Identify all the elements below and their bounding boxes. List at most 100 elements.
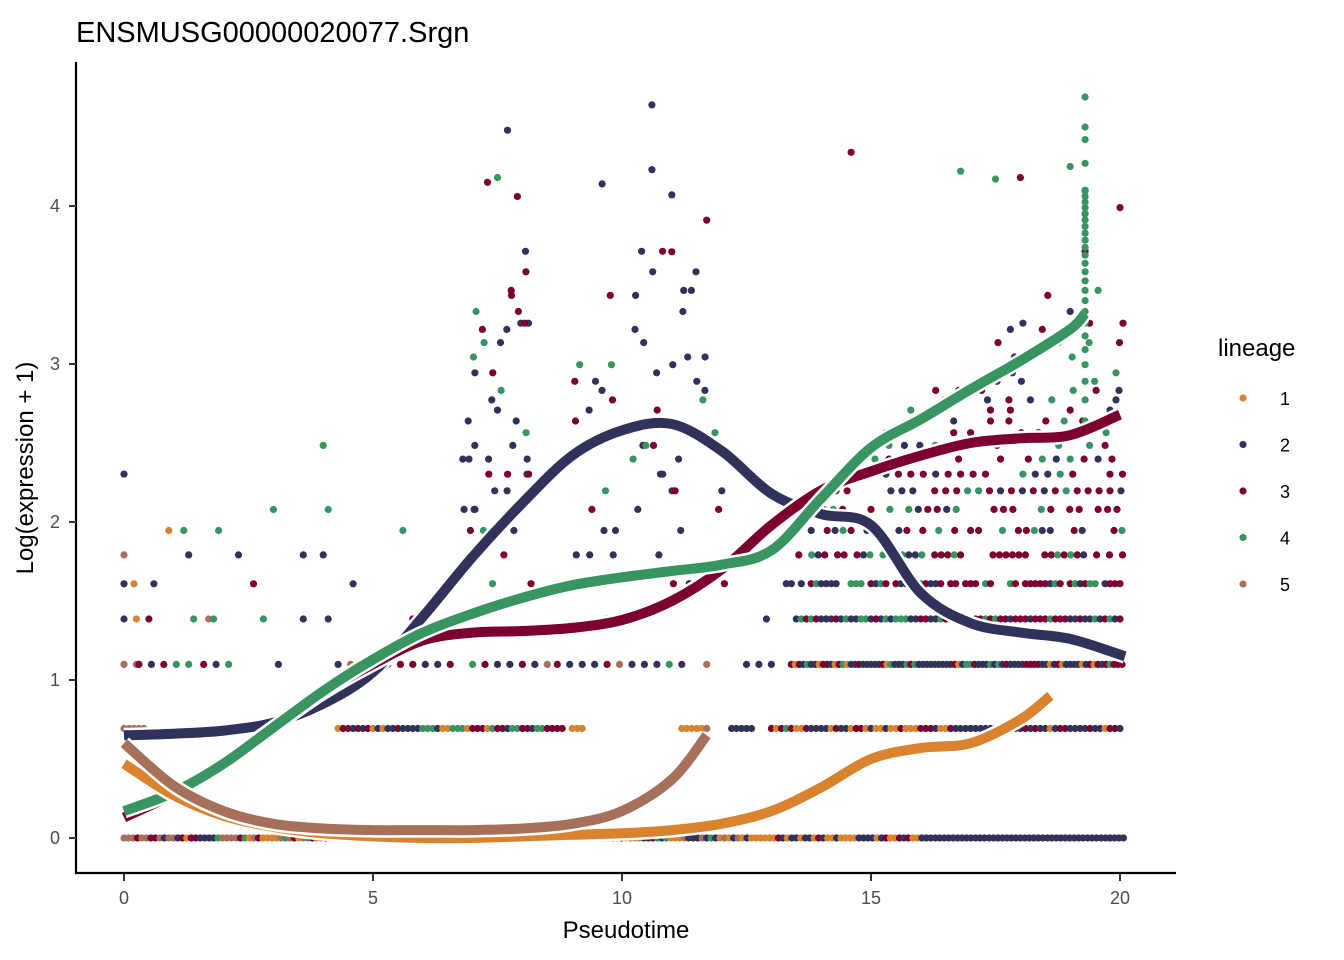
point-lineage-3 — [1031, 724, 1039, 733]
point-lineage-1 — [847, 724, 855, 733]
x-tick-label: 5 — [368, 888, 378, 908]
point-lineage-3 — [955, 455, 963, 463]
point-lineage-3 — [1044, 291, 1052, 299]
point-lineage-3 — [553, 660, 561, 669]
point-lineage-3 — [649, 441, 658, 449]
point-lineage-3 — [339, 724, 347, 733]
point-lineage-2 — [887, 487, 895, 495]
point-lineage-3 — [498, 724, 507, 733]
point-lineage-1 — [872, 724, 880, 733]
point-lineage-1 — [568, 724, 576, 733]
point-lineage-2 — [882, 724, 890, 733]
point-lineage-4 — [319, 441, 327, 449]
point-lineage-2 — [847, 615, 855, 623]
point-lineage-3 — [882, 580, 890, 588]
point-lineage-2 — [675, 455, 683, 463]
point-lineage-4 — [918, 551, 926, 559]
point-lineage-3 — [548, 724, 556, 733]
point-lineage-2 — [972, 724, 980, 733]
point-lineage-2 — [967, 724, 975, 733]
point-lineage-4 — [998, 526, 1007, 535]
chart-title: ENSMUSG00000020077.Srgn — [76, 17, 469, 49]
point-lineage-3 — [931, 551, 939, 559]
point-lineage-2 — [895, 526, 903, 535]
legend-key-3 — [1239, 487, 1247, 495]
point-lineage-2 — [471, 441, 479, 449]
point-lineage-3 — [135, 660, 143, 669]
point-lineage-2 — [1044, 470, 1052, 478]
point-lineage-1 — [483, 724, 492, 733]
point-lineage-1 — [578, 724, 586, 733]
point-lineage-3 — [396, 660, 404, 669]
legend-key-5 — [1239, 580, 1247, 588]
point-lineage-4 — [1066, 162, 1074, 171]
point-lineage-3 — [409, 660, 417, 669]
point-lineage-3 — [1011, 580, 1020, 588]
point-lineage-3 — [500, 551, 508, 559]
point-lineage-4 — [1081, 243, 1089, 251]
point-lineage-4 — [935, 526, 943, 535]
point-lineage-3 — [1056, 615, 1064, 623]
point-lineage-2 — [521, 247, 530, 255]
point-lineage-2 — [693, 377, 701, 385]
point-lineage-1 — [369, 724, 377, 733]
point-lineage-1 — [688, 724, 696, 733]
point-lineage-4 — [1037, 505, 1045, 513]
point-lineage-3 — [1061, 615, 1069, 623]
point-lineage-4 — [522, 429, 530, 437]
point-lineage-2 — [817, 724, 825, 733]
point-lineage-2 — [755, 660, 763, 669]
point-lineage-3 — [1047, 505, 1055, 513]
point-lineage-3 — [999, 505, 1008, 513]
point-lineage-2 — [1080, 551, 1088, 559]
point-lineage-3 — [932, 386, 940, 394]
point-lineage-3 — [466, 526, 474, 535]
point-lineage-1 — [942, 724, 950, 733]
point-lineage-2 — [649, 268, 657, 276]
point-lineage-3 — [469, 724, 477, 733]
point-lineage-5 — [615, 660, 624, 669]
point-lineage-3 — [1073, 551, 1081, 559]
point-lineage-3 — [990, 505, 998, 513]
legend-key-4 — [1239, 533, 1247, 542]
point-lineage-4 — [1081, 123, 1089, 131]
point-lineage-4 — [459, 724, 467, 733]
point-lineage-4 — [808, 551, 816, 559]
point-lineage-3 — [1106, 487, 1114, 495]
point-lineage-2 — [578, 660, 586, 669]
point-lineage-3 — [364, 724, 372, 733]
point-lineage-3 — [972, 580, 980, 588]
point-lineage-2 — [792, 615, 800, 623]
point-lineage-3 — [937, 551, 945, 559]
point-lineage-2 — [632, 291, 640, 299]
point-lineage-2 — [653, 660, 661, 669]
point-lineage-3 — [1008, 551, 1017, 559]
point-lineage-4 — [1091, 580, 1099, 588]
legend-title: lineage — [1218, 335, 1295, 362]
point-lineage-2 — [585, 406, 593, 414]
point-lineage-2 — [812, 724, 820, 733]
point-lineage-2 — [147, 660, 155, 669]
point-lineage-4 — [1081, 216, 1089, 224]
point-lineage-2 — [638, 247, 646, 255]
point-lineage-4 — [847, 580, 855, 588]
point-lineage-3 — [1031, 580, 1039, 588]
point-lineage-4 — [1067, 551, 1075, 559]
point-lineage-3 — [715, 505, 723, 513]
point-lineage-3 — [394, 724, 402, 733]
point-lineage-5 — [543, 660, 551, 669]
point-lineage-2 — [566, 660, 574, 669]
point-lineage-3 — [1060, 551, 1068, 559]
point-lineage-3 — [1005, 417, 1013, 425]
point-lineage-3 — [1002, 551, 1010, 559]
ticks: 0 5 10 15 20 0 1 2 3 4 — [50, 196, 1130, 908]
point-lineage-3 — [493, 724, 502, 733]
point-lineage-3 — [1006, 406, 1015, 414]
legend-label-2: 2 — [1280, 436, 1290, 456]
x-tick-label: 0 — [119, 888, 129, 908]
point-lineage-2 — [831, 526, 839, 535]
point-lineage-3 — [1061, 724, 1069, 733]
point-lineage-4 — [1081, 377, 1089, 385]
legend-label-3: 3 — [1280, 482, 1290, 502]
point-lineage-2 — [912, 615, 920, 623]
